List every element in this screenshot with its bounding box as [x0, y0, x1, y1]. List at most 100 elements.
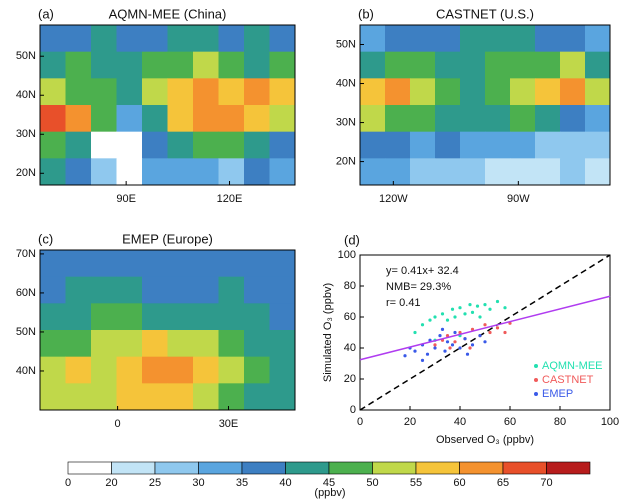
grid-cell	[269, 303, 296, 331]
x-tick-label: 60	[504, 416, 516, 428]
y-tick-label: 50N	[16, 326, 36, 338]
grid-cell	[585, 131, 611, 159]
point	[450, 343, 455, 347]
grid-cell	[116, 330, 143, 358]
grid-cell	[116, 383, 143, 411]
grid-cell	[218, 51, 245, 79]
map-frame	[39, 249, 296, 411]
grid-cell	[269, 105, 296, 133]
grid-cell	[40, 250, 66, 278]
grid-cell	[40, 383, 66, 411]
point	[470, 343, 475, 347]
grid-cell	[142, 131, 168, 159]
point	[438, 334, 442, 338]
x-tick-label: 40	[454, 416, 466, 428]
grid-cell	[218, 276, 245, 304]
grid-cell	[385, 158, 411, 186]
colorbar-segment	[459, 461, 504, 475]
grid-cell	[65, 51, 92, 79]
point	[453, 340, 457, 344]
grid-cell	[91, 131, 117, 159]
grid-cell	[535, 131, 561, 159]
grid-cell	[40, 303, 66, 331]
grid-cell	[535, 158, 561, 186]
colorbar-tick-label: 65	[497, 477, 509, 489]
grid-cell	[585, 105, 611, 133]
grid-cell	[65, 276, 92, 304]
x-tick-label: 120W	[379, 193, 408, 205]
y-tick-label: 50N	[336, 38, 356, 50]
point	[465, 352, 470, 356]
grid-cell	[116, 25, 143, 53]
colorbar-segment	[372, 461, 417, 475]
grid-cell	[585, 51, 611, 79]
grid-cell	[65, 330, 92, 358]
point	[458, 346, 462, 350]
grid-cell	[40, 356, 66, 384]
colorbar-label: (ppbv)	[314, 487, 345, 499]
point	[495, 326, 500, 330]
grid-cell	[360, 158, 386, 186]
grid-cell	[560, 105, 586, 133]
colorbar-tick-label: 25	[149, 477, 161, 489]
grid-cell	[269, 330, 296, 358]
point	[433, 343, 437, 347]
point	[453, 315, 457, 319]
colorbar-tick-label: 40	[279, 477, 291, 489]
grid-cell	[269, 158, 296, 186]
legend-label: AQMN-MEE	[542, 360, 603, 372]
grid-cell	[460, 25, 486, 53]
x-tick-label: 80	[554, 416, 566, 428]
y-tick-label: 20	[344, 373, 356, 385]
grid-cell	[65, 105, 92, 133]
point	[470, 327, 475, 331]
grid-cell	[485, 78, 511, 106]
grid-cell	[269, 276, 296, 304]
grid-cell	[218, 105, 245, 133]
point	[503, 306, 507, 310]
grid-cell	[510, 158, 536, 186]
panel-label: (c)	[38, 231, 53, 246]
grid-cell	[244, 383, 270, 411]
grid-cell	[435, 131, 461, 159]
grid-cell	[193, 276, 219, 304]
colorbar-segment	[241, 461, 286, 475]
grid-cell	[585, 78, 611, 106]
x-tick-label: 0	[115, 418, 121, 430]
grid-cell	[218, 303, 245, 331]
grid-cell	[193, 78, 219, 106]
grid-cell	[65, 158, 92, 186]
point	[483, 340, 487, 344]
grid-cell	[385, 131, 411, 159]
point	[445, 334, 450, 338]
grid-cell	[244, 131, 270, 159]
grid-cell	[167, 250, 194, 278]
grid-cell	[167, 51, 194, 79]
grid-cell	[193, 330, 219, 358]
grid-cell	[460, 78, 486, 106]
grid-cell	[65, 131, 92, 159]
x-tick-label: 0	[357, 416, 363, 428]
point	[495, 299, 500, 304]
grid-cell	[142, 78, 168, 106]
point	[483, 323, 487, 327]
grid-cell	[244, 276, 270, 304]
point	[488, 307, 492, 311]
grid-cell	[535, 105, 561, 133]
y-tick-label: 80	[344, 280, 356, 292]
grid-cell	[193, 51, 219, 79]
grid-cell	[218, 330, 245, 358]
grid-cell	[269, 250, 296, 278]
colorbar-segment	[415, 461, 460, 475]
grid-cell	[385, 105, 411, 133]
grid-cell	[560, 25, 586, 53]
grid-cell	[167, 330, 194, 358]
grid-cell	[193, 105, 219, 133]
grid-cell	[485, 158, 511, 186]
grid-cell	[167, 158, 194, 186]
grid-cell	[460, 158, 486, 186]
grid-cell	[218, 383, 245, 411]
colorbar-tick-label: 20	[105, 477, 117, 489]
one-to-one-line	[359, 254, 611, 411]
grid-cell	[142, 105, 168, 133]
